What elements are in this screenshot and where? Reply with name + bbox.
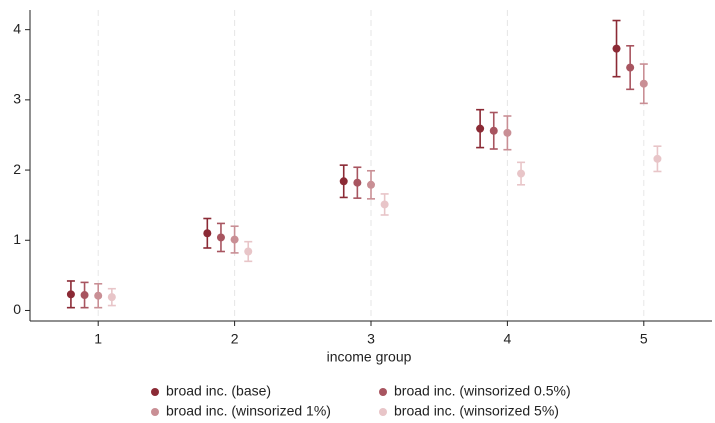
point: [66, 290, 75, 299]
legend-marker: [151, 408, 159, 416]
legend-label: broad inc. (winsorized 1%): [166, 403, 331, 419]
x-tick-label: 3: [367, 331, 375, 347]
legend-marker: [379, 408, 387, 416]
legend-marker: [379, 388, 387, 396]
point: [244, 247, 253, 256]
point: [80, 291, 89, 300]
point: [203, 229, 212, 238]
x-axis-label: income group: [327, 349, 412, 365]
point: [216, 233, 225, 242]
y-tick-label: 4: [13, 20, 21, 36]
y-tick-label: 0: [13, 301, 21, 317]
point: [230, 235, 239, 244]
point: [367, 180, 375, 189]
y-tick-label: 3: [13, 91, 21, 107]
point: [612, 44, 621, 53]
x-tick-label: 5: [640, 331, 648, 347]
point: [653, 154, 662, 163]
legend-marker: [151, 388, 159, 396]
x-tick-label: 2: [231, 331, 239, 347]
point: [639, 79, 648, 88]
point: [476, 124, 485, 133]
x-tick-label: 1: [94, 331, 102, 347]
point: [107, 293, 116, 302]
x-tick-label: 4: [504, 331, 512, 347]
point: [626, 63, 635, 72]
point: [339, 177, 348, 186]
legend-label: broad inc. (winsorized 5%): [394, 403, 559, 419]
point: [489, 126, 498, 135]
point: [94, 291, 103, 300]
legend-label: broad inc. (base): [166, 383, 271, 399]
legend-label: broad inc. (winsorized 0.5%): [394, 383, 571, 399]
point: [503, 128, 512, 137]
y-tick-label: 2: [13, 161, 21, 177]
point: [353, 178, 362, 187]
point: [380, 200, 389, 209]
point: [517, 169, 526, 178]
y-tick-label: 1: [13, 231, 21, 247]
